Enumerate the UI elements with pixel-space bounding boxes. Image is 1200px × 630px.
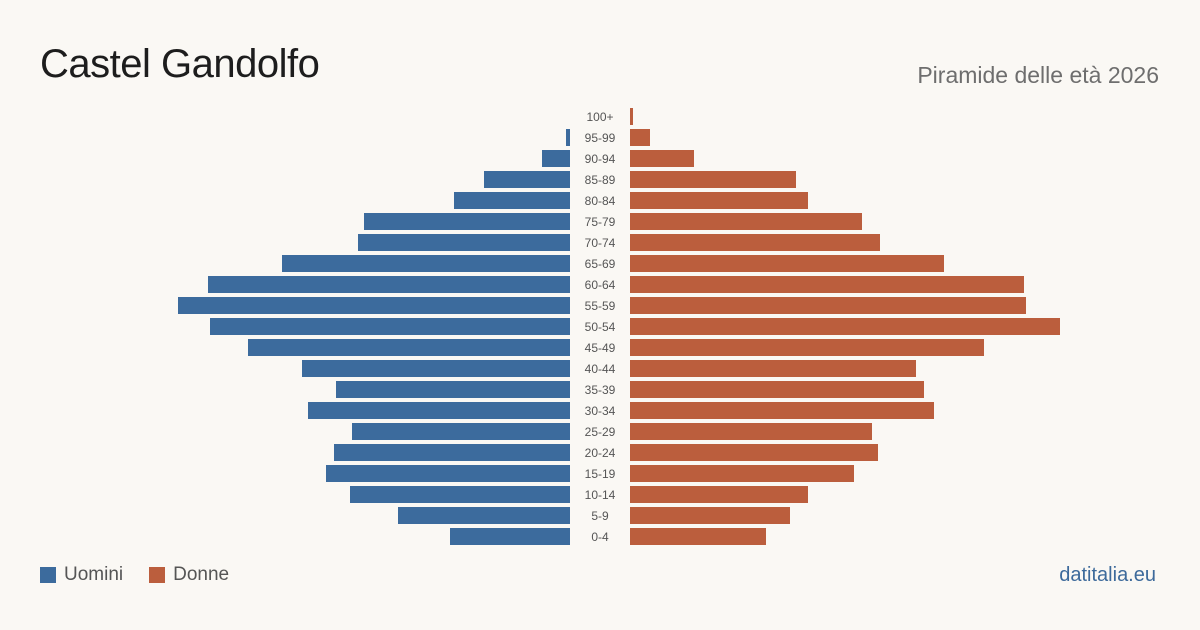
age-label-60-64: 60-64 [585,278,616,292]
bar-female-15-19 [630,465,854,482]
age-label-85-89: 85-89 [585,173,616,187]
age-label-100+: 100+ [586,110,613,124]
bar-male-50-54 [210,318,570,335]
bar-male-55-59 [178,297,570,314]
bar-male-40-44 [302,360,570,377]
bar-male-75-79 [364,213,570,230]
bar-female-35-39 [630,381,924,398]
bar-male-95-99 [566,129,570,146]
age-label-15-19: 15-19 [585,467,616,481]
bar-female-5-9 [630,507,790,524]
chart-legend: Uomini Donne [40,564,255,586]
bar-female-20-24 [630,444,878,461]
bar-female-50-54 [630,318,1060,335]
bar-male-60-64 [208,276,570,293]
legend-label-female: Donne [173,564,230,585]
age-label-70-74: 70-74 [585,236,616,250]
bar-male-70-74 [358,234,570,251]
brand-link[interactable]: datitalia.eu [1059,564,1156,586]
age-label-0-4: 0-4 [591,530,609,544]
bar-female-10-14 [630,486,808,503]
age-label-50-54: 50-54 [585,320,616,334]
bar-female-25-29 [630,423,872,440]
age-label-30-34: 30-34 [585,404,616,418]
age-label-20-24: 20-24 [585,446,616,460]
bar-female-85-89 [630,171,796,188]
bar-male-15-19 [326,465,570,482]
bar-male-85-89 [484,171,570,188]
age-label-55-59: 55-59 [585,299,616,313]
bar-female-55-59 [630,297,1026,314]
age-label-35-39: 35-39 [585,383,616,397]
bar-female-65-69 [630,255,944,272]
bar-female-75-79 [630,213,862,230]
age-label-75-79: 75-79 [585,215,616,229]
legend-swatch-male [40,567,56,583]
age-label-80-84: 80-84 [585,194,616,208]
bar-female-45-49 [630,339,984,356]
bar-male-30-34 [308,402,570,419]
bar-female-100+ [630,108,633,125]
bar-female-30-34 [630,402,934,419]
bar-female-95-99 [630,129,650,146]
age-label-90-94: 90-94 [585,152,616,166]
bar-male-45-49 [248,339,570,356]
legend-item-male: Uomini [40,564,123,586]
bar-male-80-84 [454,192,570,209]
bar-male-0-4 [450,528,570,545]
age-label-10-14: 10-14 [585,488,616,502]
bar-male-25-29 [352,423,570,440]
bar-female-70-74 [630,234,880,251]
bar-male-10-14 [350,486,570,503]
page-title: Castel Gandolfo [40,42,320,86]
age-label-25-29: 25-29 [585,425,616,439]
bar-male-5-9 [398,507,570,524]
age-label-95-99: 95-99 [585,131,616,145]
bar-male-20-24 [334,444,570,461]
bar-male-35-39 [336,381,570,398]
bar-female-60-64 [630,276,1024,293]
bar-female-80-84 [630,192,808,209]
bar-male-65-69 [282,255,570,272]
legend-label-male: Uomini [64,564,124,585]
legend-swatch-female [149,567,166,583]
bar-female-0-4 [630,528,766,545]
age-label-5-9: 5-9 [591,509,609,523]
chart-subtitle: Piramide delle età 2026 [917,62,1159,88]
bar-female-90-94 [630,150,694,167]
legend-item-female: Donne [149,564,229,586]
bar-female-40-44 [630,360,916,377]
age-label-40-44: 40-44 [585,362,616,376]
bar-male-90-94 [542,150,570,167]
age-label-45-49: 45-49 [585,341,616,355]
age-label-65-69: 65-69 [585,257,616,271]
